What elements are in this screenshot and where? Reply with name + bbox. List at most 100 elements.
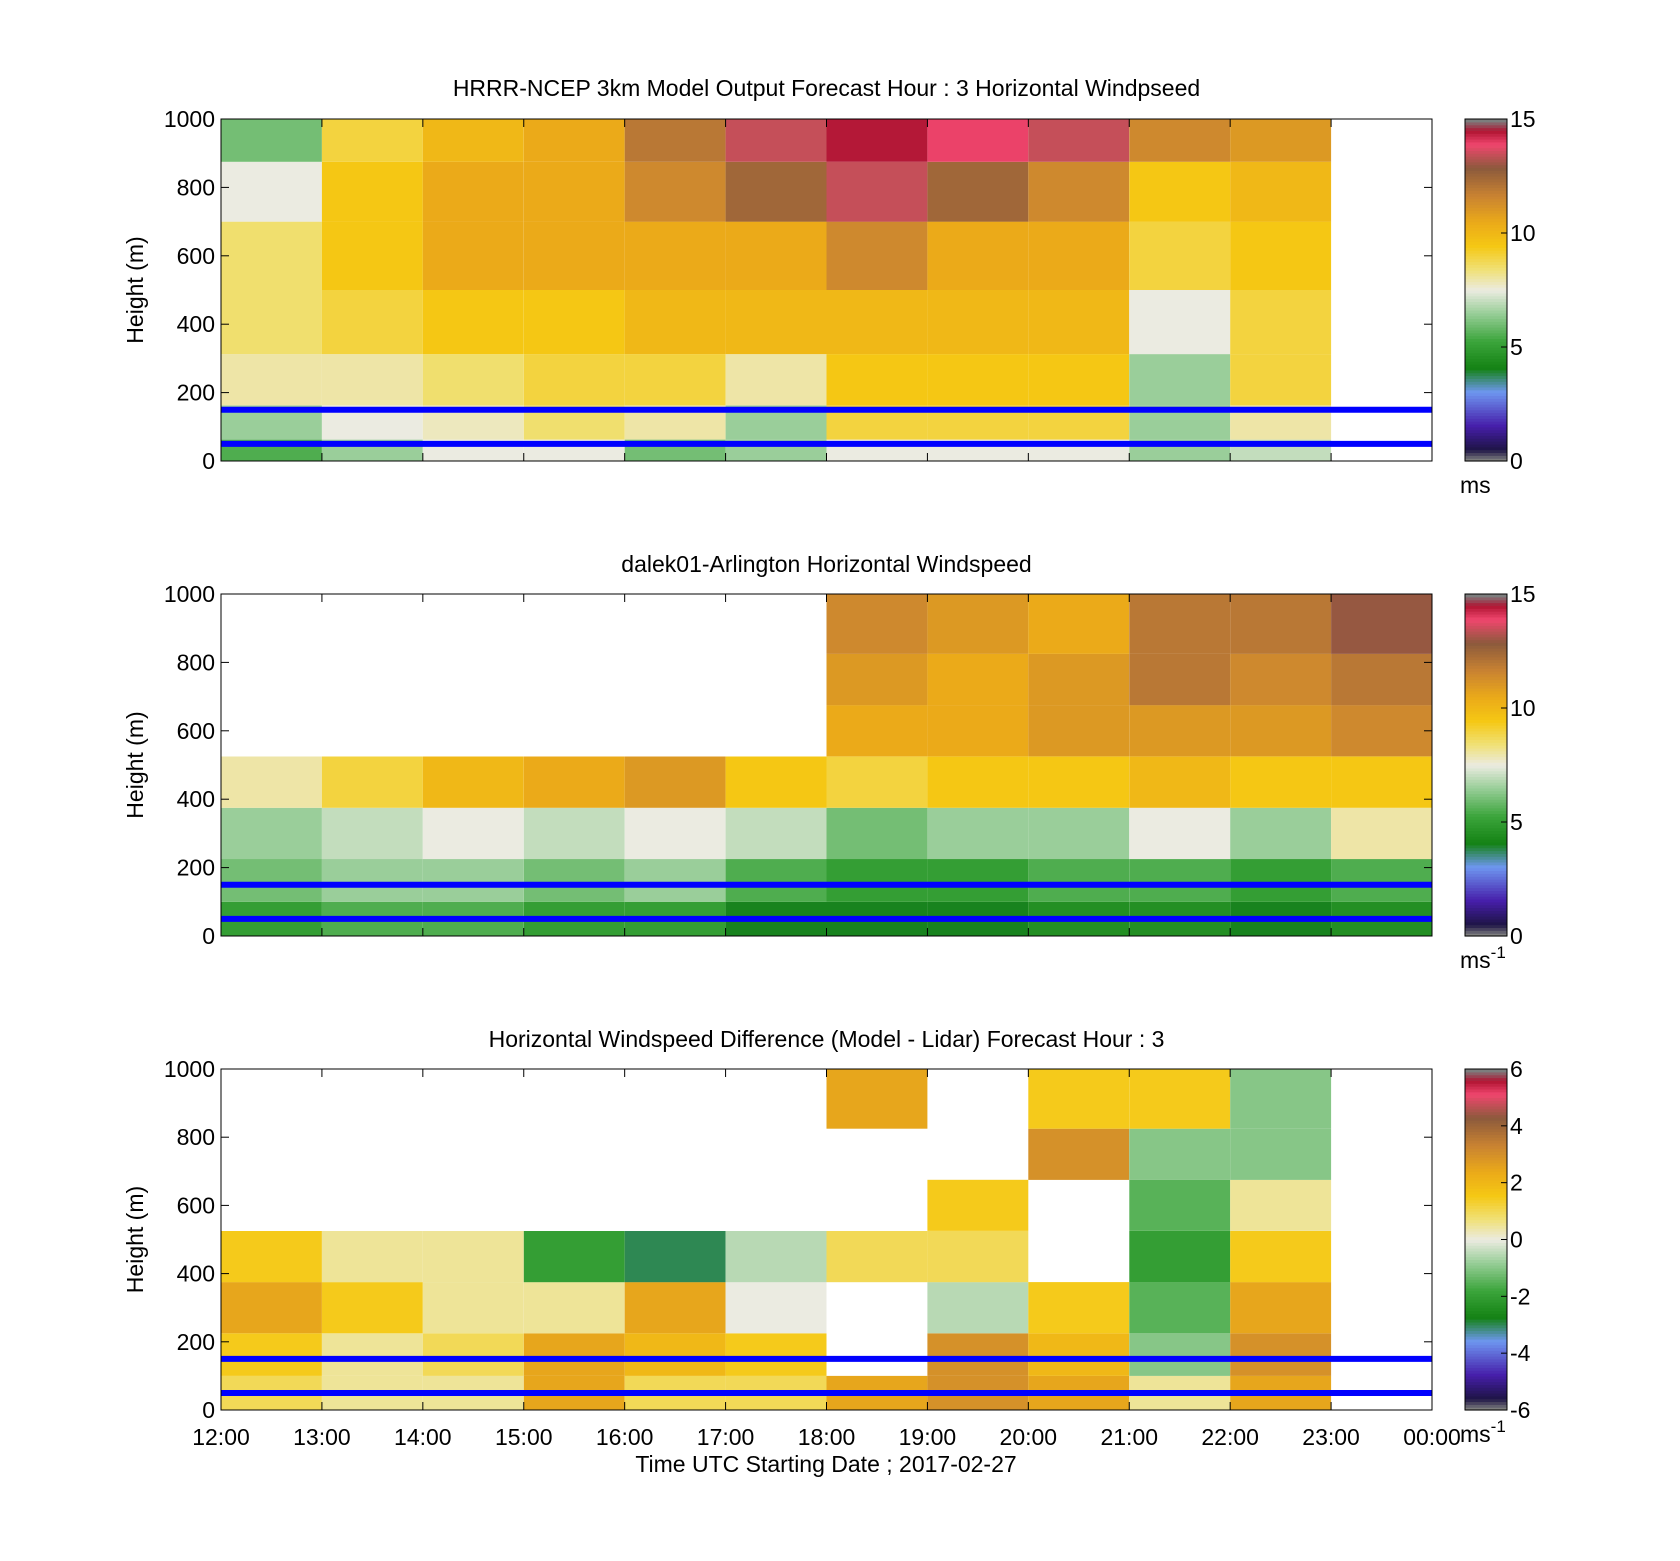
colorbar-swatch (1465, 255, 1507, 260)
colorbar-swatch (1465, 1387, 1507, 1391)
heatmap-cell (1129, 756, 1231, 808)
heatmap-cell (725, 354, 827, 406)
colorbar-swatch (1465, 633, 1507, 638)
x-tick-label: 19:00 (899, 1424, 957, 1450)
heatmap-cell (1129, 705, 1231, 757)
colorbar-swatch (1465, 725, 1507, 729)
colorbar-swatch (1465, 1262, 1507, 1266)
colorbar-swatch (1465, 856, 1507, 860)
colorbar-swatch (1465, 1165, 1507, 1170)
heatmap-cell (927, 807, 1029, 860)
colorbar-swatch (1465, 705, 1507, 709)
colorbar-swatch (1465, 1245, 1507, 1249)
heatmap-cell (1129, 1282, 1231, 1334)
heatmap-cell (624, 1282, 726, 1334)
colorbar-swatch (1465, 793, 1507, 797)
heatmap-cell (422, 221, 524, 290)
heatmap-cell (1129, 859, 1231, 902)
colorbar-swatch (1465, 1367, 1507, 1371)
colorbar-swatch (1465, 1151, 1507, 1155)
colorbar-swatch (1465, 887, 1507, 891)
colorbar-tick-label: 4 (1510, 1113, 1523, 1139)
colorbar-swatch (1465, 913, 1507, 917)
colorbar-swatch (1465, 1398, 1507, 1403)
colorbar-swatch (1465, 787, 1507, 792)
colorbar-swatch (1465, 1162, 1507, 1167)
colorbar-swatch (1465, 1208, 1507, 1212)
colorbar-swatch (1465, 739, 1507, 743)
colorbar-swatch (1465, 682, 1507, 686)
panel-2: dalek01-Arlington Horizontal Windspeed 0 2… (122, 551, 1536, 973)
colorbar-swatch (1465, 1239, 1507, 1243)
heatmap-cell (826, 161, 928, 222)
heatmap-cell (1230, 221, 1332, 290)
y-tick-label: 400 (177, 1261, 215, 1287)
heatmap-cell (221, 221, 322, 290)
colorbar-swatch (1465, 1353, 1507, 1357)
colorbar-swatch (1465, 1350, 1507, 1354)
x-tick-label: 15:00 (495, 1424, 553, 1450)
y-axis-label: Height (m) (122, 711, 148, 818)
colorbar-swatch (1465, 756, 1507, 760)
colorbar-swatch (1465, 158, 1507, 163)
colorbar-swatch (1465, 853, 1507, 857)
colorbar-swatch (1465, 870, 1507, 874)
colorbar-swatch (1465, 1407, 1507, 1411)
panel-1: HRRR-NCEP 3km Model Output Forecast Hour… (122, 75, 1536, 498)
colorbar-swatch (1465, 452, 1507, 456)
colorbar-swatch (1465, 1265, 1507, 1269)
colorbar-swatch (1465, 827, 1507, 832)
colorbar-swatch (1465, 150, 1507, 154)
colorbar-swatch (1465, 676, 1507, 681)
colorbar-swatch (1465, 344, 1507, 348)
heatmap-cell (1028, 354, 1130, 406)
heatmap-cell (1129, 1231, 1231, 1283)
colorbar-swatch (1465, 230, 1507, 234)
heatmap-cell (221, 1333, 322, 1376)
colorbar-swatch (1465, 1321, 1507, 1326)
heatmap-cell (523, 221, 625, 290)
colorbar-swatch (1465, 161, 1507, 166)
heatmap-cell (826, 653, 928, 706)
colorbar-swatch (1465, 719, 1507, 723)
colorbar-tick-label: 2 (1510, 1170, 1523, 1196)
colorbar-swatch (1465, 1293, 1507, 1297)
colorbar-swatch (1465, 1137, 1507, 1141)
colorbar-swatch (1465, 372, 1507, 377)
heatmap-cell (1230, 119, 1332, 162)
heatmap-cell (725, 1282, 827, 1334)
colorbar-swatch (1465, 1404, 1507, 1408)
colorbar-swatch (1465, 881, 1507, 886)
colorbar-swatch (1465, 1069, 1507, 1073)
heatmap-cell (1129, 1333, 1231, 1376)
colorbar-swatch (1465, 1159, 1507, 1164)
colorbar-swatch (1465, 742, 1507, 746)
colorbar-swatch (1465, 335, 1507, 340)
colorbar-swatch (1465, 361, 1507, 365)
colorbar-swatch (1465, 235, 1507, 240)
colorbar-swatch (1465, 1111, 1507, 1116)
heatmap-cell (221, 161, 322, 222)
heatmap-cell (927, 756, 1029, 808)
heatmap-cell (725, 290, 827, 355)
heatmap-cell (1028, 594, 1130, 654)
colorbar-tick-label: -2 (1510, 1283, 1530, 1309)
heatmap-cell (221, 119, 322, 162)
colorbar-swatch (1465, 281, 1507, 285)
colorbar-swatch (1465, 1140, 1507, 1144)
colorbar-swatch (1465, 1191, 1507, 1195)
colorbar-swatch (1465, 1179, 1507, 1184)
heatmap-cell (624, 1333, 726, 1376)
colorbar-swatch (1465, 375, 1507, 379)
colorbar-swatch (1465, 659, 1507, 663)
colorbar-swatch (1465, 859, 1507, 863)
heatmap-cell (1331, 705, 1432, 757)
colorbar-swatch (1465, 924, 1507, 929)
colorbar-swatch (1465, 201, 1507, 206)
colorbar-swatch (1465, 599, 1507, 604)
colorbar-swatch (1465, 347, 1507, 351)
colorbar-frame (1464, 593, 1508, 937)
colorbar-swatch (1465, 1284, 1507, 1289)
colorbar-swatch (1465, 218, 1507, 223)
colorbar-swatch (1465, 213, 1507, 217)
